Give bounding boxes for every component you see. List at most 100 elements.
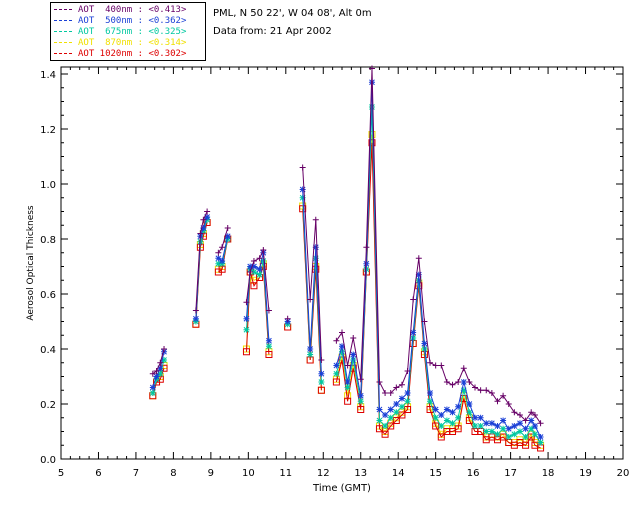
data-point — [443, 406, 450, 413]
y-tick-label: 0.2 — [40, 400, 56, 411]
data-point — [460, 379, 467, 385]
data-point — [376, 379, 383, 385]
data-point — [250, 282, 258, 290]
data-point — [260, 258, 267, 264]
series-line — [302, 189, 322, 374]
data-point — [393, 401, 400, 407]
data-point — [410, 296, 417, 303]
data-point — [415, 255, 422, 262]
data-point — [192, 315, 199, 322]
data-point — [382, 412, 389, 418]
series-line — [195, 211, 208, 311]
data-point — [494, 431, 501, 438]
data-point — [265, 351, 273, 358]
data-point — [488, 420, 495, 427]
x-axis-label: Time (GMT) — [312, 483, 371, 494]
data-point — [500, 425, 507, 432]
data-point — [404, 368, 411, 374]
data-point — [307, 351, 314, 358]
series-layer — [149, 65, 545, 452]
data-point — [200, 225, 207, 231]
data-point — [460, 387, 467, 394]
legend-swatch-400 — [54, 9, 72, 10]
data-point — [357, 406, 365, 413]
data-point — [404, 398, 411, 405]
data-point — [350, 351, 357, 358]
data-point — [265, 343, 272, 350]
series-line — [246, 248, 270, 311]
data-point — [312, 216, 319, 223]
data-point — [516, 428, 523, 435]
data-point — [432, 414, 439, 421]
data-point — [265, 337, 272, 344]
data-point — [215, 249, 222, 256]
data-point — [472, 423, 479, 429]
data-point — [505, 434, 512, 440]
data-point — [149, 370, 156, 377]
legend-label-500: AOT 500nm : <0.362> — [78, 15, 187, 26]
data-point — [247, 269, 254, 275]
data-point — [368, 65, 375, 72]
data-point — [339, 329, 345, 336]
data-point — [449, 381, 456, 388]
legend-item-400: AOT 400nm : <0.413> — [54, 4, 186, 15]
data-point — [381, 430, 389, 438]
data-point — [432, 406, 439, 413]
data-point — [537, 420, 544, 427]
data-point — [382, 390, 389, 396]
series-line — [335, 134, 541, 446]
data-point — [219, 258, 226, 264]
data-point — [307, 296, 314, 303]
legend-item-675: AOT 675nm : <0.325> — [54, 26, 186, 37]
data-point — [392, 417, 400, 424]
series-4 — [149, 139, 545, 452]
data-point — [472, 384, 479, 391]
x-tick-label: 5 — [58, 468, 64, 479]
data-point — [393, 409, 400, 416]
data-point — [522, 417, 529, 424]
data-point — [522, 441, 530, 449]
legend-label-400: AOT 400nm : <0.413> — [78, 4, 187, 15]
series-line — [152, 351, 165, 388]
data-point — [153, 373, 160, 380]
data-point — [398, 381, 405, 388]
data-point — [531, 431, 538, 438]
data-point — [531, 412, 538, 418]
data-point — [243, 315, 250, 322]
data-point — [243, 326, 250, 333]
data-point — [477, 414, 484, 421]
data-point — [376, 406, 383, 413]
data-point — [204, 208, 211, 215]
data-point — [455, 414, 462, 421]
data-point — [522, 425, 529, 432]
data-point — [157, 359, 164, 366]
data-point — [421, 346, 428, 352]
x-tick-label: 10 — [242, 468, 255, 479]
x-tick-label: 13 — [354, 468, 367, 479]
x-tick-label: 17 — [504, 468, 517, 479]
data-point — [243, 299, 250, 306]
data-point — [466, 401, 473, 407]
data-point — [393, 384, 400, 391]
data-point — [368, 131, 376, 138]
data-point — [284, 315, 291, 322]
data-point — [368, 139, 376, 147]
series-line — [335, 142, 541, 449]
data-point — [247, 263, 254, 270]
data-point — [161, 346, 168, 352]
data-point — [460, 365, 467, 372]
legend-swatch-500 — [54, 20, 72, 21]
data-point — [149, 390, 156, 396]
data-point — [483, 428, 490, 435]
data-point — [333, 370, 340, 377]
data-point — [339, 343, 345, 350]
data-point — [454, 425, 462, 433]
y-tick-label: 0.4 — [40, 345, 56, 356]
data-point — [357, 398, 364, 405]
data-point — [387, 414, 394, 421]
x-tick-label: 6 — [95, 468, 101, 479]
data-point — [443, 379, 450, 385]
data-point — [438, 423, 445, 429]
data-point — [153, 368, 160, 374]
data-point — [500, 417, 507, 424]
